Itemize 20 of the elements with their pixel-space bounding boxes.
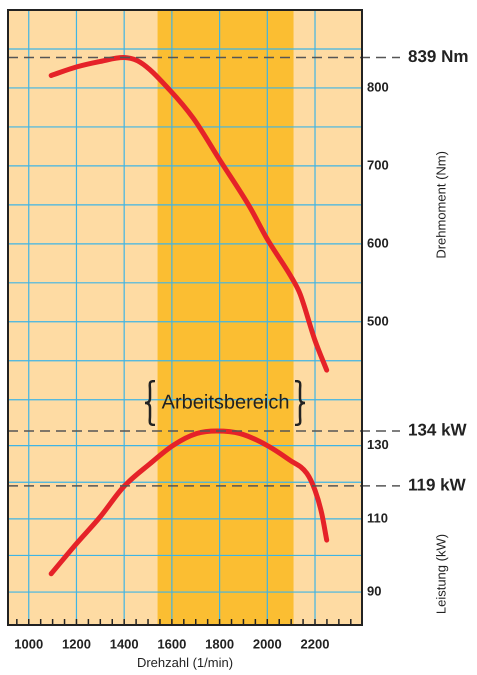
x-tick-label: 2200 [300,636,330,652]
y3-tick-label: 110 [367,510,388,526]
ref-line-label: 839 Nm [408,47,468,66]
x-tick-label: 1400 [110,636,139,652]
x-axis-title: Drehzahl (1/min) [136,654,234,670]
x-tick-label: 1200 [62,636,91,652]
x-tick-label: 2000 [252,636,282,652]
x-tick-label: 1800 [205,636,234,652]
y2-tick-label: 700 [367,157,389,172]
x-tick-label: 1600 [157,636,186,652]
y2-tick-label: 600 [367,235,389,250]
ref-line-label: 134 kW [408,420,468,440]
x-tick-label: 1000 [14,636,44,652]
y3-tick-label: 130 [367,437,389,452]
y3-axis-title: Leistung (kW) [434,534,449,614]
y2-tick-label: 800 [367,80,389,95]
y2-tick-label: 500 [367,313,389,328]
y3-tick-label: 90 [367,584,382,599]
ref-line-label: 119 kW [408,476,467,495]
y2-axis-title: Drehmoment (Nm) [434,151,449,259]
